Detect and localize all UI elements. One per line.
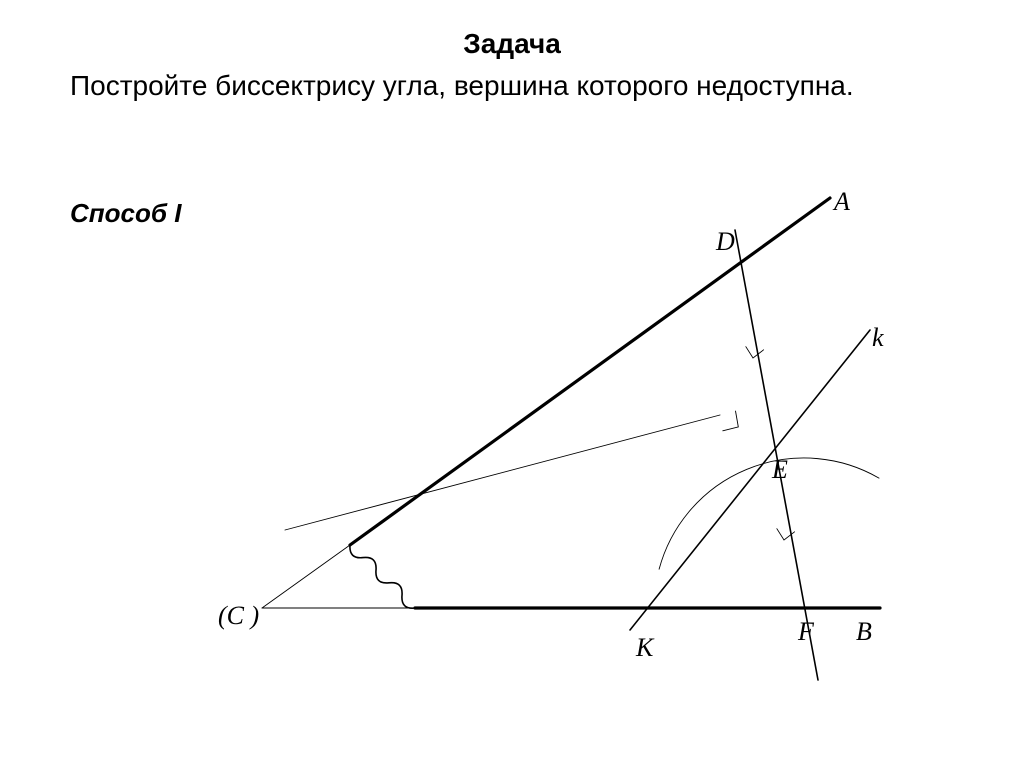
page-root: Задача Постройте биссектрису угла, верши… [0,0,1024,768]
bisector [285,415,720,530]
label-E: E [771,455,788,484]
label-A: A [832,187,850,216]
label-F: F [797,617,815,646]
label-B: B [856,617,872,646]
geometry-diagram: A Dk E F B K (C ) [0,0,1024,768]
label-k: k [872,323,884,352]
label-K: K [635,633,655,662]
label-D: D [715,227,735,256]
vertex-cutoff-squiggle [350,545,415,608]
right-angle-mark [723,411,739,431]
line-k [630,330,870,630]
label-C: (C ) [218,601,259,630]
ray-CA [350,198,830,545]
ray-CA-hidden [262,545,350,608]
